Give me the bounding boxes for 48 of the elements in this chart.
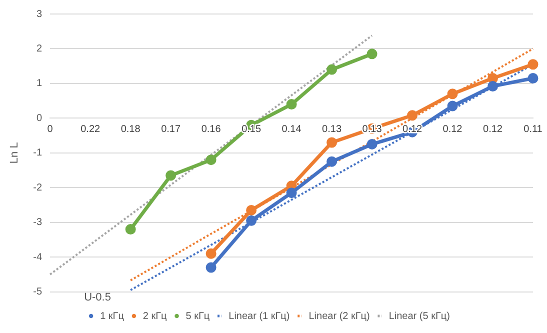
y-tick-label: -2 bbox=[33, 182, 43, 194]
point bbox=[286, 99, 297, 110]
point bbox=[125, 224, 136, 235]
y-tick-label: -1 bbox=[33, 148, 43, 159]
legend-label: 2 кГц bbox=[142, 310, 168, 322]
point bbox=[528, 72, 538, 84]
y-tick-label: 0 bbox=[36, 112, 43, 124]
y-tick-label: 1 bbox=[36, 78, 43, 90]
y-axis-title: Ln L bbox=[8, 142, 21, 164]
x-tick-label: 0.13 bbox=[322, 124, 342, 135]
legend-label: Linear (1 кГц) bbox=[228, 310, 290, 322]
point bbox=[326, 64, 338, 75]
x-tick-label: 0.12 bbox=[483, 124, 503, 135]
point bbox=[366, 138, 378, 150]
x-tick-label: 0.18 bbox=[120, 124, 141, 135]
y-tick-label: -3 bbox=[33, 217, 43, 228]
point bbox=[326, 137, 338, 148]
point bbox=[246, 215, 257, 226]
point bbox=[407, 110, 418, 121]
point bbox=[206, 262, 216, 273]
legend-label: Linear (2 кГц) bbox=[308, 310, 370, 322]
x-tick-label: 0.14 bbox=[282, 124, 302, 135]
y-tick-label: -4 bbox=[33, 252, 43, 263]
point bbox=[246, 204, 257, 216]
point bbox=[366, 48, 378, 60]
point bbox=[326, 156, 338, 167]
point bbox=[488, 80, 498, 92]
point bbox=[286, 188, 297, 198]
x-tick-label: 0.12 bbox=[442, 124, 463, 135]
point bbox=[206, 248, 216, 259]
y-tick-label: 3 bbox=[36, 8, 43, 20]
y-tick-label: 2 bbox=[36, 43, 43, 54]
point bbox=[166, 170, 176, 181]
point bbox=[447, 100, 458, 112]
legend-label: Linear (5 кГц) bbox=[388, 310, 450, 322]
point bbox=[206, 154, 216, 166]
x-tick-label: 0.17 bbox=[161, 124, 181, 135]
x-axis-title: U-0.5 bbox=[84, 291, 111, 304]
point bbox=[488, 72, 498, 84]
point bbox=[528, 59, 538, 70]
point bbox=[447, 88, 458, 100]
legend-label: 5 кГц bbox=[186, 310, 210, 322]
y-tick-label: -5 bbox=[33, 286, 43, 298]
x-tick-label: 0.16 bbox=[201, 124, 222, 135]
x-tick-label: 0.22 bbox=[80, 124, 100, 135]
x-tick-label: 0 bbox=[47, 124, 54, 135]
x-tick-label: 0.11 bbox=[524, 124, 543, 135]
legend-label: 1 кГц bbox=[100, 310, 124, 322]
